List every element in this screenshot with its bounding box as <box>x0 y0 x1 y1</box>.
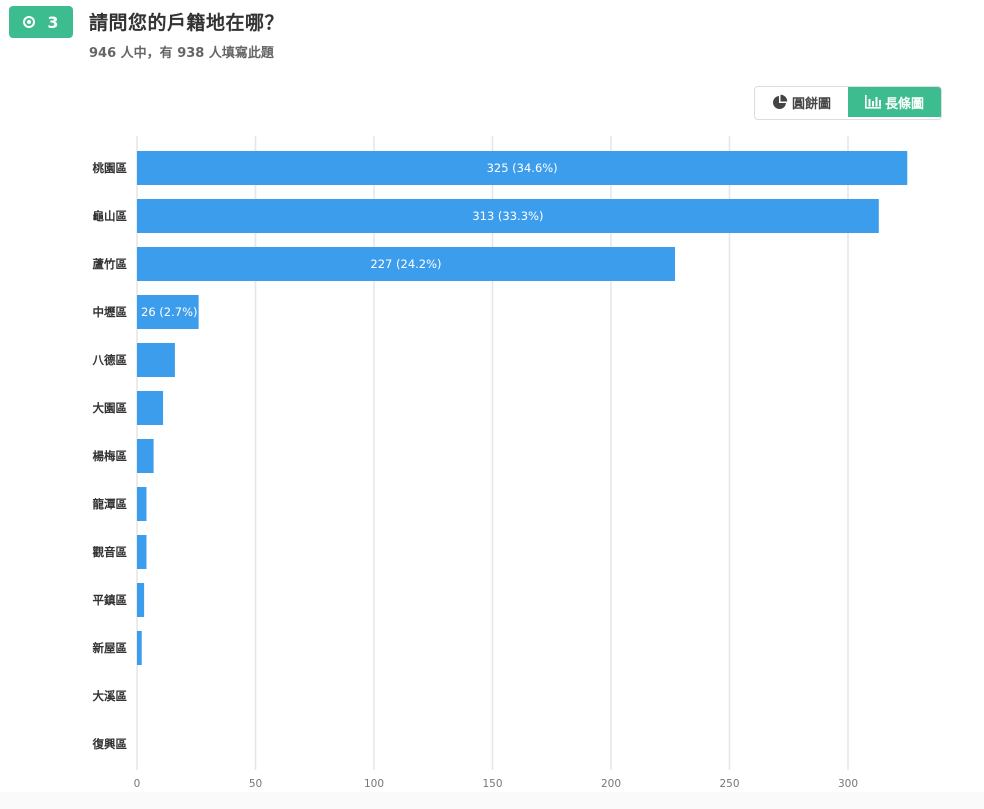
bar[interactable] <box>137 199 879 233</box>
pie-chart-button[interactable]: 圓餅圖 <box>755 87 848 117</box>
bar[interactable] <box>137 535 147 569</box>
bar[interactable] <box>137 631 142 665</box>
pie-chart-icon <box>773 94 788 109</box>
radio-icon <box>23 16 36 28</box>
question-number: 3 <box>47 12 59 32</box>
category-label: 平鎮區 <box>93 593 128 607</box>
category-label: 中壢區 <box>93 305 128 319</box>
question-card: 3 請問您的戶籍地在哪？ 946 人中，有 938 人填寫此題 圓餅圖 長條圖 … <box>0 6 984 792</box>
bar[interactable] <box>137 247 675 281</box>
bar[interactable] <box>137 583 145 617</box>
x-tick-label: 0 <box>134 778 141 790</box>
x-tick-label: 200 <box>601 778 621 790</box>
category-label: 八德區 <box>92 353 128 367</box>
category-label: 觀音區 <box>93 545 128 559</box>
chart-type-toggle: 圓餅圖 長條圖 <box>754 86 942 120</box>
x-tick-label: 300 <box>838 778 858 790</box>
category-label: 大園區 <box>93 401 128 415</box>
bar-chart-button[interactable]: 長條圖 <box>848 87 941 117</box>
bar[interactable] <box>137 295 199 329</box>
bar-chart-icon <box>864 95 881 109</box>
bar-chart: 0 50 100 150 200 250 300 桃園區 325 (34.6%) 龜山區 313 (… <box>0 130 984 792</box>
data-label: 325 (34.6%) <box>487 161 558 175</box>
bar[interactable] <box>137 439 154 473</box>
category-label: 蘆竹區 <box>93 257 128 271</box>
bar-chart-label: 長條圖 <box>884 96 924 112</box>
data-label: 227 (24.2%) <box>370 257 441 271</box>
data-label: 313 (33.3%) <box>472 209 543 223</box>
bar[interactable] <box>137 151 908 185</box>
category-label: 龍潭區 <box>93 497 128 511</box>
bar[interactable] <box>137 391 164 425</box>
x-tick-label: 50 <box>249 778 262 790</box>
question-title: 請問您的戶籍地在哪？ <box>89 12 285 34</box>
bar[interactable] <box>137 487 147 521</box>
data-label: 26 (2.7%) <box>141 305 197 319</box>
bar[interactable] <box>137 343 175 377</box>
category-label: 龜山區 <box>93 209 128 223</box>
category-label: 楊梅區 <box>93 449 128 463</box>
x-tick-label: 250 <box>719 778 739 790</box>
category-label: 大溪區 <box>93 689 128 703</box>
category-label: 桃園區 <box>93 161 128 175</box>
bar-chart-svg: 0 50 100 150 200 250 300 桃園區 325 (34.6%) 龜山區 313 (… <box>92 136 908 790</box>
question-subtitle: 946 人中，有 938 人填寫此題 <box>89 46 274 61</box>
category-label: 復興區 <box>92 737 128 751</box>
x-tick-label: 150 <box>482 778 502 790</box>
x-tick-label: 100 <box>364 778 384 790</box>
category-label: 新屋區 <box>93 641 128 655</box>
question-badge: 3 <box>9 6 73 38</box>
pie-chart-label: 圓餅圖 <box>791 96 831 112</box>
